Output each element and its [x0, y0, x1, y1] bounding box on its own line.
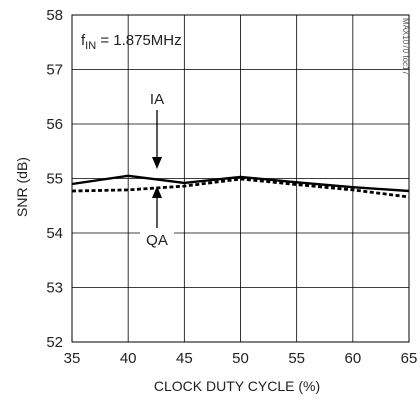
x-tick-label: 55	[288, 350, 305, 367]
x-tick-label: 45	[176, 350, 193, 367]
series-lines	[71, 174, 410, 199]
toc-watermark: MAX1070 toc17	[401, 18, 410, 75]
x-tick-label: 35	[64, 350, 81, 367]
annotation-ia-label: IA	[150, 91, 164, 108]
y-tick-label: 57	[46, 62, 63, 79]
x-tick-label: 40	[120, 350, 137, 367]
plot-frame	[71, 14, 410, 343]
condition-label: fIN = 1.875MHz	[81, 32, 182, 52]
x-tick-label: 65	[401, 350, 418, 367]
y-tick-label: 53	[46, 280, 63, 297]
series-line-qa	[71, 177, 410, 199]
x-tick-label: 60	[344, 350, 361, 367]
condition-suffix: = 1.875MHz	[96, 32, 181, 49]
condition-prefix: f	[81, 32, 86, 49]
y-tick-label: 55	[46, 171, 63, 188]
annotation-qa: QA	[140, 186, 174, 249]
annotation-ia-arrowhead	[152, 157, 162, 169]
annotation-qa-label: QA	[146, 232, 168, 249]
y-tick-label: 52	[46, 334, 63, 351]
y-tick-label: 54	[46, 225, 63, 242]
y-tick-label: 56	[46, 116, 63, 133]
x-axis-label: CLOCK DUTY CYCLE (%)	[154, 378, 320, 394]
grid	[72, 15, 409, 342]
annotation-ia: IA	[144, 87, 170, 169]
condition-subscript: IN	[85, 40, 96, 52]
tick-labels: 35 40 45 50 55 60 65 52 53 54 55 56 57 58	[46, 7, 417, 367]
annotation-qa-arrowhead	[152, 186, 162, 198]
x-tick-label: 50	[232, 350, 249, 367]
series-line-ia	[71, 174, 410, 193]
y-axis-label: SNR (dB)	[14, 157, 30, 217]
svg-text:fIN = 1.875MHz: fIN = 1.875MHz	[81, 32, 182, 52]
y-tick-label: 58	[46, 7, 63, 24]
